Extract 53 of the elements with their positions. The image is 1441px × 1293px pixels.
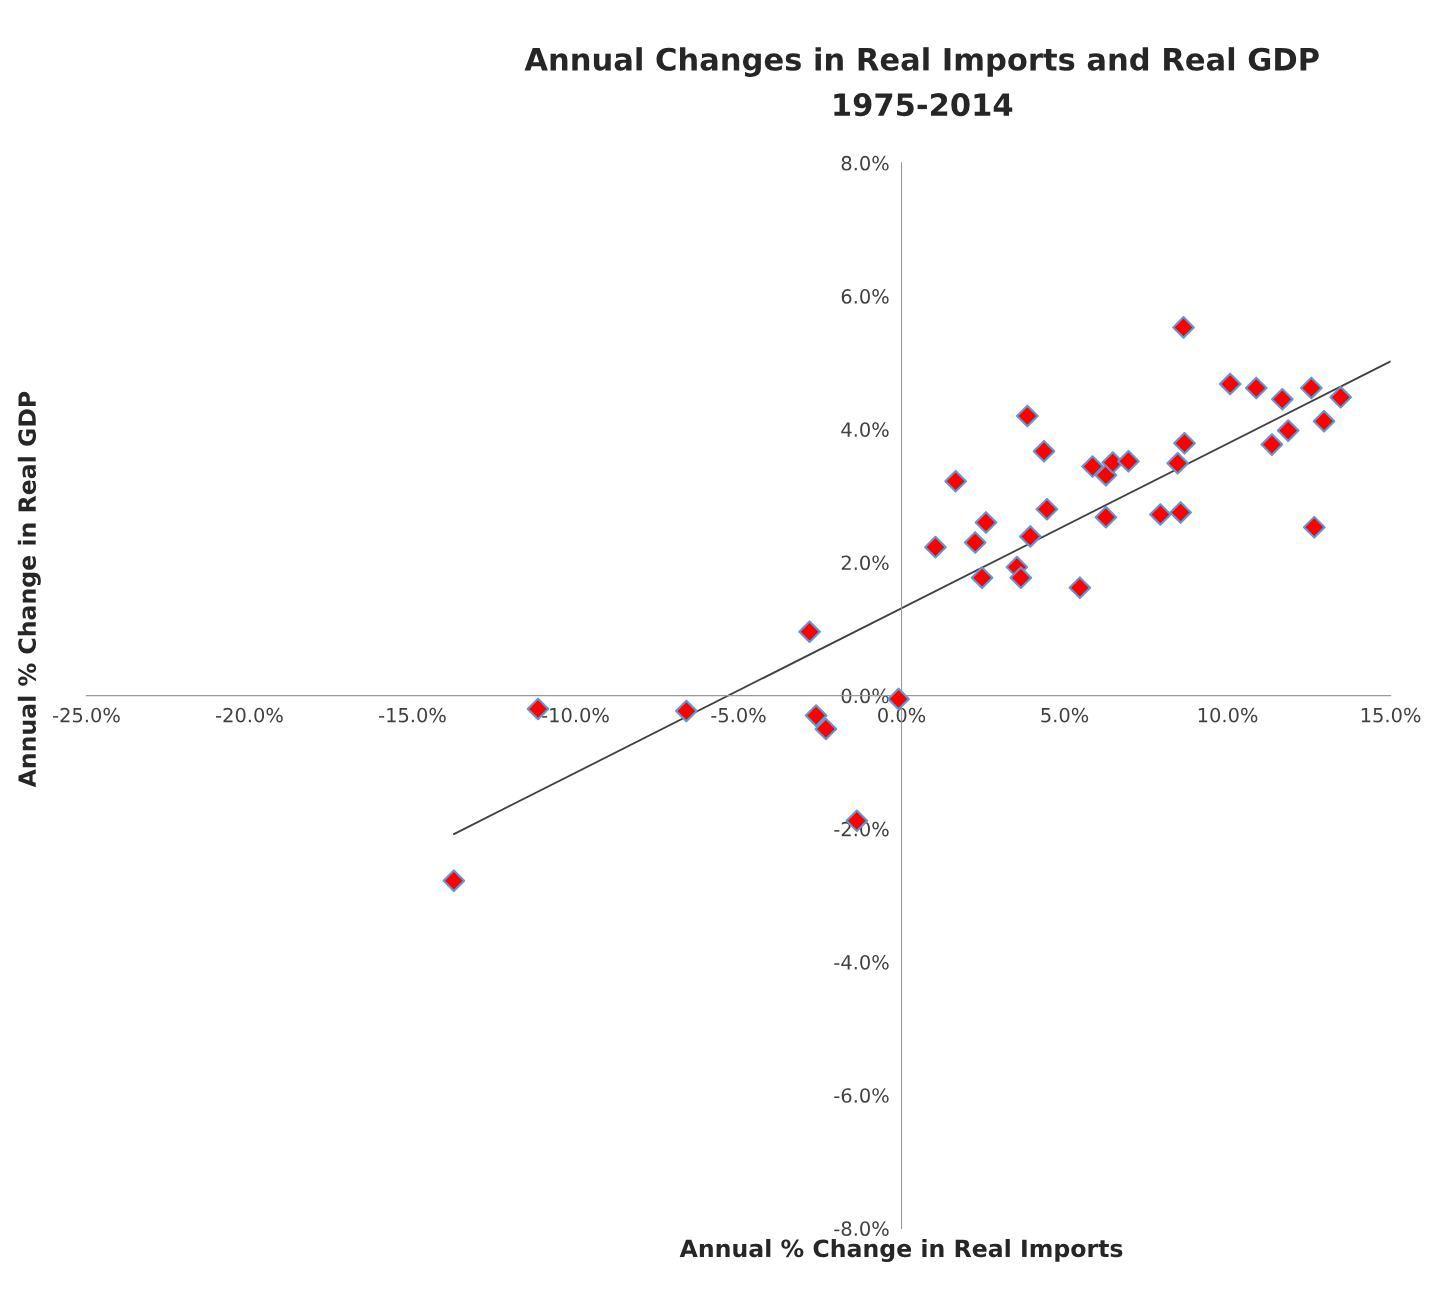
point [1173,431,1196,455]
point [675,699,698,723]
x-tick-label: 5.0% [1041,707,1089,723]
point [1149,503,1172,526]
point [1035,497,1059,521]
point [1302,515,1326,539]
point [1276,419,1300,442]
x-tick-label: -5.0% [711,707,766,723]
point [1300,376,1323,400]
point [944,469,967,493]
point [1032,439,1056,463]
point [804,704,828,727]
point [924,535,947,559]
point [1016,404,1039,428]
point [1312,409,1336,433]
y-tick-label: -4.0% [834,954,889,970]
point [798,620,821,644]
point [963,531,987,554]
chart-subtitle: 1975-2014 [834,93,1013,117]
y-tick-label: -6.0% [834,1088,889,1103]
point [1218,372,1242,396]
point [1009,566,1033,590]
point [1068,576,1092,600]
point [1244,376,1268,400]
point [974,511,998,534]
point [1094,505,1118,529]
point [814,717,838,741]
point [1081,455,1104,478]
y-tick-label: 4.0% [841,422,889,437]
y-tick-label: 6.0% [841,289,889,304]
y-tick-label: -8.0% [834,1221,889,1237]
x-axis-title: Annual % Change in Real Imports [679,1239,1123,1263]
point [970,566,994,590]
chart-title: Annual Changes in Real Imports and Real GDP [524,47,1319,77]
y-tick-label: 2.0% [841,555,889,571]
x-tick-label: -20.0% [216,707,283,723]
x-tick-label: -15.0% [379,707,446,723]
point [1169,501,1192,524]
point [442,869,466,893]
point [1270,387,1294,411]
x-tick-label: 10.0% [1198,707,1258,723]
point [1018,525,1042,548]
x-tick-label: -25.0% [53,707,120,723]
x-tick-label: 0.0% [878,707,926,723]
point [1166,451,1190,475]
point [1260,433,1284,456]
point [1172,316,1195,339]
point [1329,385,1353,409]
x-tick-label: 15.0% [1361,707,1421,723]
y-tick-label: 8.0% [841,155,889,171]
y-axis-title: Annual % Change in Real GDP [17,391,41,788]
point [1117,449,1140,473]
x-tick-label: -10.0% [542,707,609,723]
